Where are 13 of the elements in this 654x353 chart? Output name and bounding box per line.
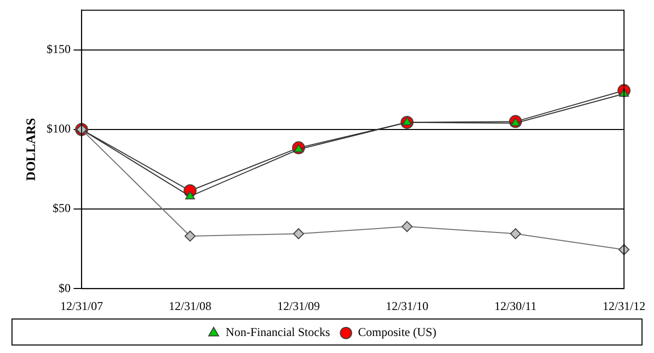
x-tick-label: 12/30/11 [494, 298, 537, 313]
legend-label: Non-Financial Stocks [226, 325, 330, 340]
x-tick-label: 12/31/07 [60, 298, 103, 313]
y-tick-label: $100 [46, 122, 71, 136]
y-tick-label: $150 [46, 42, 71, 56]
legend-label: Composite (US) [358, 325, 436, 340]
x-tick-label: 12/31/09 [277, 298, 320, 313]
y-tick-label: $0 [58, 280, 71, 295]
x-tick-label: 12/31/08 [168, 298, 212, 313]
y-axis-title: DOLLARS [23, 118, 38, 181]
x-tick-label: 12/31/10 [386, 298, 428, 313]
x-tick-label: 12/31/12 [602, 298, 646, 313]
y-tick-label: $50 [52, 201, 71, 216]
